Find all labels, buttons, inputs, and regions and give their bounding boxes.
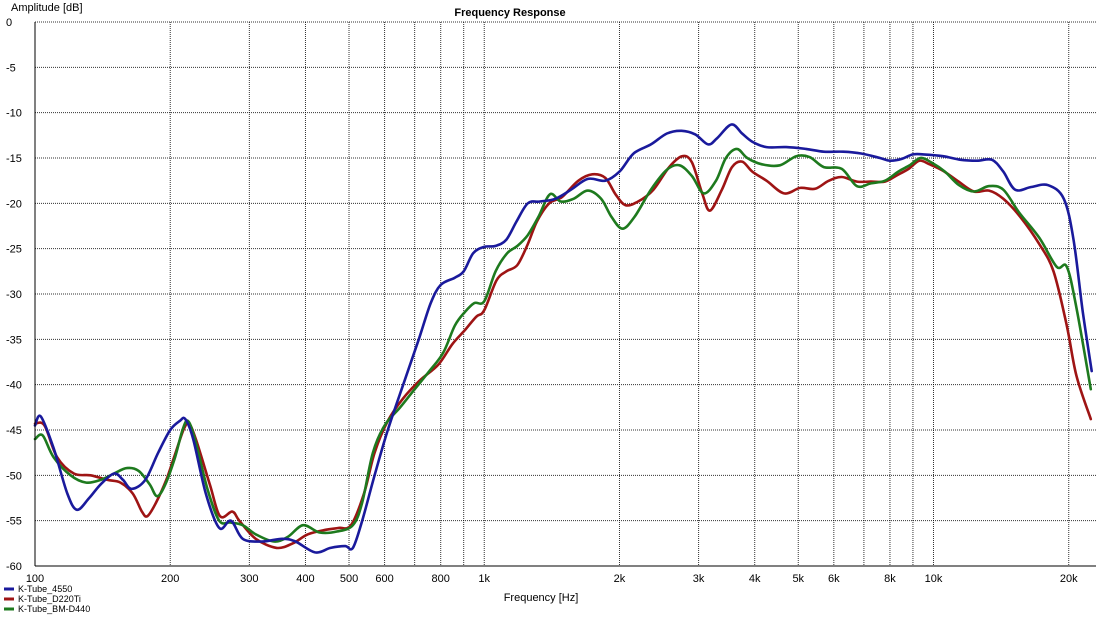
y-tick-label: -45	[6, 425, 22, 437]
y-tick-label: -10	[6, 108, 22, 120]
y-axis-title: Amplitude [dB]	[11, 2, 83, 14]
y-tick-label: -35	[6, 334, 22, 346]
y-tick-label: -5	[6, 62, 16, 74]
legend-label: K-Tube_D220Ti	[18, 594, 81, 604]
x-tick-label: 300	[240, 573, 258, 585]
y-tick-label: -55	[6, 516, 22, 528]
y-tick-label: -60	[6, 561, 22, 573]
y-tick-label: -20	[6, 198, 22, 210]
y-tick-label: -50	[6, 470, 22, 482]
legend-label: K-Tube_4550	[18, 584, 72, 594]
series-line-k-tube-4550	[33, 123, 1093, 554]
y-tick-labels: 0 -5 -10 -15 -20 -25 -30 -35 -40 -45 -50 -55 -60	[6, 17, 22, 573]
x-tick-label: 800	[432, 573, 450, 585]
x-tick-label: 8k	[884, 573, 896, 585]
chart-title: Frequency Response	[454, 7, 565, 19]
x-tick-label: 200	[161, 573, 179, 585]
x-tick-label: 3k	[693, 573, 705, 585]
y-tick-label: -40	[6, 380, 22, 392]
x-tick-labels: 100 200 300 400 500 600 800 1k 2k 3k 4k 5k 6k 8k 10k 20…	[26, 573, 1078, 585]
y-tick-label: 0	[6, 17, 12, 29]
legend-label: K-Tube_BM-D440	[18, 604, 90, 614]
x-axis-title: Frequency [Hz]	[504, 592, 579, 604]
series-lines	[33, 123, 1093, 554]
x-tick-label: 5k	[792, 573, 804, 585]
x-tick-label: 2k	[614, 573, 626, 585]
y-tick-label: -25	[6, 244, 22, 256]
x-tick-label: 500	[340, 573, 358, 585]
x-tick-label: 400	[296, 573, 314, 585]
y-tick-label: -30	[6, 289, 22, 301]
x-tick-label: 4k	[749, 573, 761, 585]
x-tick-label: 600	[375, 573, 393, 585]
x-tick-label: 20k	[1060, 573, 1078, 585]
x-tick-label: 6k	[828, 573, 840, 585]
x-tick-label: 10k	[925, 573, 943, 585]
x-tick-label: 100	[26, 573, 44, 585]
x-tick-label: 1k	[478, 573, 490, 585]
y-tick-label: -15	[6, 153, 22, 165]
